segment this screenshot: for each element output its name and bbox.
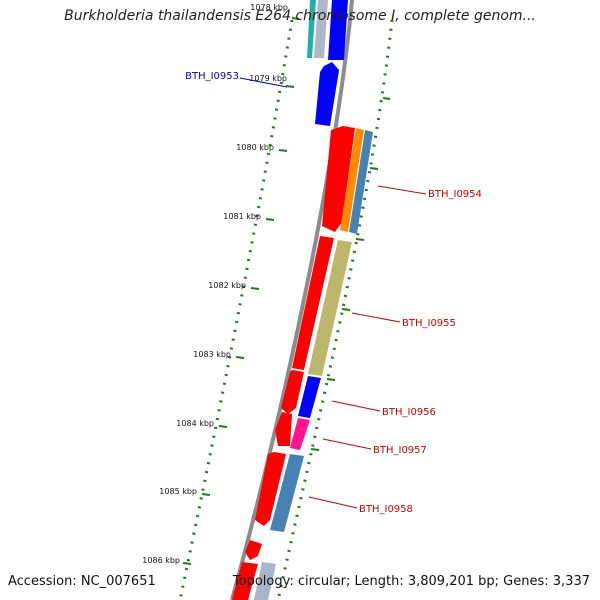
reverse-strand-genes xyxy=(232,0,355,600)
map-title: Burkholderia thailandensis E264 chromoso… xyxy=(64,8,536,24)
grey-gene-block xyxy=(254,562,276,600)
orange-gene-block xyxy=(340,128,364,232)
tick-marks xyxy=(182,17,391,565)
steelblue-gene-block xyxy=(270,454,304,532)
tick-label: 1079 kbp xyxy=(249,74,287,83)
gene-arrow xyxy=(245,540,262,560)
gene-label-bth-i0954[interactable]: BTH_I0954 xyxy=(428,189,482,200)
tick-label: 1084 kbp xyxy=(176,419,214,428)
tick-label: 1081 kbp xyxy=(223,212,261,221)
tick-label: 1078 kbp xyxy=(250,3,288,12)
topology-info-text: Topology: circular; Length: 3,809,201 bp… xyxy=(232,574,590,589)
steelblue-gene-block xyxy=(349,130,373,234)
gene-arrow xyxy=(232,562,258,600)
gene-arrow-bth-i0955 xyxy=(292,236,334,370)
gene-arrow-bth-i0956 xyxy=(281,370,304,414)
gene-label-bth-i0956[interactable]: BTH_I0956 xyxy=(382,407,436,418)
gene-labels: BTH_I0953 BTH_I0954 BTH_I0955 BTH_I0956 … xyxy=(185,71,482,515)
tick-label: 1085 kbp xyxy=(159,487,197,496)
tick-label: 1086 kbp xyxy=(142,556,180,565)
gene-arrow-bth-i0954 xyxy=(322,126,355,232)
accession-text: Accession: NC_007651 xyxy=(8,574,156,589)
tick-labels: 1078 kbp 1079 kbp 1080 kbp 1081 kbp 1082… xyxy=(142,3,288,565)
tick-label: 1083 kbp xyxy=(193,350,231,359)
blue-gene-block xyxy=(298,376,321,418)
gene-arrow xyxy=(328,0,348,60)
gene-arrow-bth-i0953 xyxy=(315,62,339,126)
gene-label-bth-i0957[interactable]: BTH_I0957 xyxy=(373,445,427,456)
backbone-line xyxy=(230,0,354,600)
gene-arrow xyxy=(314,0,328,58)
gene-arrow-bth-i0957 xyxy=(275,412,292,446)
khaki-gene-block xyxy=(308,240,352,376)
label-leader-lines xyxy=(239,77,427,509)
gene-label-bth-i0958[interactable]: BTH_I0958 xyxy=(359,504,413,515)
tick-label: 1080 kbp xyxy=(236,143,274,152)
tick-label: 1082 kbp xyxy=(208,281,246,290)
gene-arrow xyxy=(307,0,316,58)
gene-label-bth-i0953[interactable]: BTH_I0953 xyxy=(185,71,239,82)
forward-strand-genes xyxy=(254,128,373,600)
pink-gene-block xyxy=(290,418,310,450)
gene-label-bth-i0955[interactable]: BTH_I0955 xyxy=(402,318,456,329)
gene-arrow-bth-i0958 xyxy=(255,452,286,526)
